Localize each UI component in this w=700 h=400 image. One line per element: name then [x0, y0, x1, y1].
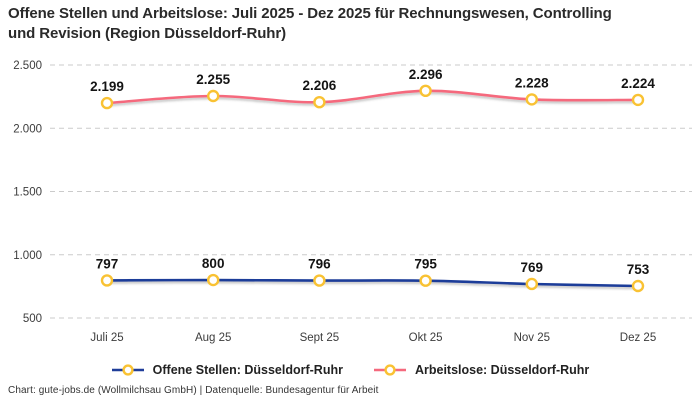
data-point-label: 2.255: [196, 72, 230, 87]
x-tick-label: Nov 25: [514, 332, 550, 344]
chart-title: Offene Stellen und Arbeitslose: Juli 202…: [8, 5, 612, 42]
data-point-marker[interactable]: [419, 274, 432, 287]
label-layer: 797 800 796 795 769 753 2.199 2.255 2.206 2.296 2.…: [90, 67, 655, 293]
data-point-marker[interactable]: [313, 95, 326, 109]
data-point-label: 800: [202, 256, 225, 271]
data-point-label: 797: [96, 256, 119, 271]
attribution-footer: Chart: gute-jobs.de (Wollmilchsau GmbH) …: [8, 385, 379, 396]
data-point-marker[interactable]: [100, 274, 114, 287]
legend-label-arbeitslose: Arbeitslose: Düsseldorf-Ruhr: [414, 363, 590, 377]
data-point-marker[interactable]: [206, 273, 220, 287]
series-line: [105, 89, 640, 105]
x-tick-label: Dez 25: [620, 332, 656, 344]
x-tick-label: Juli 25: [90, 332, 123, 344]
data-point-label: 2.224: [621, 76, 655, 91]
series-layer: [105, 89, 640, 288]
series-line: [105, 278, 640, 288]
y-tick-label: 500: [23, 313, 42, 325]
data-point-marker[interactable]: [631, 279, 645, 293]
legend-item-arbeitslose[interactable]: Arbeitslose: Düsseldorf-Ruhr: [373, 363, 589, 377]
data-point-marker[interactable]: [100, 96, 114, 110]
y-tick-label: 1.000: [13, 250, 42, 262]
data-point-marker[interactable]: [525, 93, 538, 106]
x-tick-label: Okt 25: [409, 332, 443, 344]
data-point-label: 796: [308, 257, 331, 272]
data-point-marker[interactable]: [631, 93, 645, 107]
data-point-label: 795: [414, 257, 437, 272]
data-point-marker[interactable]: [525, 277, 538, 291]
x-tick-label: Aug 25: [195, 332, 231, 344]
data-point-marker[interactable]: [419, 84, 432, 98]
line-marker-icon-pink: [373, 364, 406, 376]
data-point-label: 2.206: [303, 78, 337, 93]
data-point-label: 2.199: [90, 79, 124, 94]
y-tick-label: 1.500: [13, 187, 42, 199]
legend-item-offene-stellen[interactable]: Offene Stellen: Düsseldorf-Ruhr: [111, 363, 343, 377]
data-point-label: 2.228: [515, 75, 549, 90]
data-point-marker[interactable]: [206, 89, 220, 103]
data-point-marker[interactable]: [313, 274, 326, 287]
data-point-label: 2.296: [409, 67, 443, 82]
legend: Offene Stellen: Düsseldorf-Ruhr Arbeitsl…: [0, 360, 700, 380]
grid-layer: 500 1.000 1.500 2.000 2.500 Juli 25 Aug 25 Sept…: [13, 60, 692, 344]
data-point-label: 753: [627, 262, 650, 277]
y-tick-label: 2.500: [13, 60, 42, 72]
legend-label-offene-stellen: Offene Stellen: Düsseldorf-Ruhr: [152, 363, 343, 377]
data-point-label: 769: [521, 260, 544, 275]
x-tick-label: Sept 25: [300, 332, 340, 344]
y-tick-label: 2.000: [13, 123, 42, 135]
line-marker-icon-blue: [111, 364, 144, 376]
